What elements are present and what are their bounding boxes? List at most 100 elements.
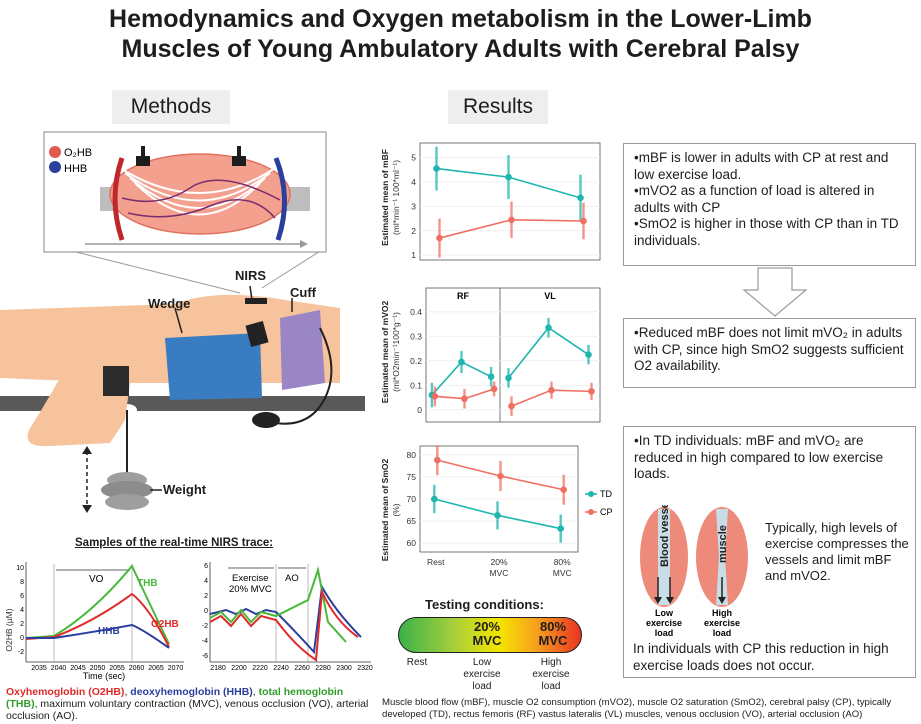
cp-point	[580, 217, 587, 225]
nirs-probe-icon	[245, 321, 269, 347]
trace-ytick-label: -6	[202, 653, 208, 660]
trace-left-thb: THB	[137, 578, 158, 589]
cp-point	[461, 395, 468, 403]
ytick-label: 0.4	[410, 307, 422, 317]
cp-point	[508, 216, 515, 224]
results-heading: Results	[448, 90, 548, 124]
low-load-l2: exercise	[646, 618, 682, 628]
trace-ytick-label: 2	[20, 621, 24, 628]
low-load-vessel-icon	[658, 509, 670, 605]
down-arrow-icon	[742, 267, 808, 317]
ytick-label: 0	[417, 405, 422, 415]
trace-ytick-label: -4	[202, 638, 208, 645]
facet-label-rf: RF	[457, 291, 469, 301]
trace-xtick-label: 2220	[252, 665, 268, 672]
ylabel-line-2: (%)	[391, 503, 401, 516]
callout-line-right	[261, 247, 326, 289]
trace-left-vo: VO	[89, 574, 104, 585]
trace-left-xticks: 2035 2040 2045 2050 2055 2060 2065 2070	[31, 665, 183, 672]
ylabel-line-2: (ml*min⁻¹ 100*ml⁻¹)	[391, 160, 401, 235]
o2hb-dot-icon	[49, 146, 61, 158]
wedge-icon	[165, 333, 262, 400]
ankle-strap-icon	[103, 366, 129, 396]
wedge-pointer	[174, 307, 183, 334]
plot-frame	[425, 287, 601, 423]
right-thb-trace	[209, 566, 347, 643]
low-load-l3: load	[655, 628, 674, 638]
trace-left-yticks: 10 8 6 4 2 0 -2	[16, 565, 24, 656]
td-point	[505, 374, 512, 382]
ytick-label: 65	[407, 516, 417, 526]
trace-left-hhb: HHB	[98, 626, 120, 637]
trace-right-exercise-l2: 20% MVC	[229, 584, 272, 595]
cuff-tube-icon	[274, 327, 333, 425]
ytick-label: 70	[407, 494, 417, 504]
low-load-l1: Low	[655, 608, 674, 618]
trace-left-ylabel: O2HB (µM)	[4, 608, 14, 651]
trace-left-chart: O2HB (µM) 10 8 6 4 2 0 -2 2035 2040 2045 2050 2055…	[4, 562, 184, 681]
nirs-sensor-icon	[245, 298, 267, 304]
box1-item-3: SmO2 is higher in those with CP than in …	[634, 216, 905, 249]
methods-illustration: O₂HB HHB	[0, 131, 365, 513]
ytick-label: 0.2	[410, 356, 422, 366]
cp-point	[431, 392, 439, 400]
box2-text: Reduced mBF does not limit mVO₂ in adult…	[634, 325, 904, 373]
testing-gradient-bar	[398, 617, 582, 653]
vessel-network	[121, 179, 281, 203]
ylabel-line-1: Estimated mean of mBF	[380, 149, 390, 246]
cp-point	[490, 385, 498, 393]
facet-label-vl: VL	[544, 291, 556, 301]
hhb-dot-icon	[49, 161, 61, 173]
cp-point	[588, 388, 595, 395]
label-wedge: Wedge	[148, 296, 191, 311]
cp-point	[560, 486, 567, 494]
td-point	[431, 495, 438, 503]
trace-xtick-label: 2065	[148, 665, 164, 672]
caption-o2hb: Oxyhemoglobin (O2HB)	[6, 686, 125, 698]
xtick-label: MVC	[553, 568, 572, 578]
results-footer: Muscle blood flow (mBF), muscle O2 consu…	[382, 697, 892, 720]
legend-hhb: HHB	[64, 163, 87, 175]
methods-caption: Oxyhemoglobin (O2HB), deoxyhemoglobin (H…	[6, 686, 369, 722]
o2hb-trace	[25, 592, 170, 648]
trace-right-xticks: 2180 2200 2220 2240 2260 2280 2300 2320	[210, 665, 373, 672]
trace-ytick-label: 6	[20, 593, 24, 600]
mvo2-chart: 0 0.1 0.2 0.3 0.4 RF VL Estimated mean of mVO2(…	[380, 287, 601, 423]
legend-swatch-point	[588, 491, 594, 497]
caption-rest: , maximum voluntary contraction (MVC), v…	[6, 698, 369, 722]
smo2-chart: 60 65 70 75 80 Estimated mean of SmO2 (%) Rest 2…	[380, 445, 613, 578]
poster-title: Hemodynamics and Oxygen metabolism in th…	[0, 4, 921, 64]
xtick-label: 20%	[490, 557, 507, 567]
ylabel-line-1: Estimated mean of SmO2	[380, 458, 390, 561]
legend-label: CP	[600, 507, 613, 517]
td-point	[433, 165, 440, 172]
title-line-1: Hemodynamics and Oxygen metabolism in th…	[109, 5, 812, 33]
trace-xtick-label: 2070	[168, 665, 184, 672]
cuff-bulb-icon	[252, 412, 280, 428]
legend-o2hb: O₂HB	[64, 147, 92, 159]
cp-point	[548, 386, 555, 394]
box3-top-text: In TD individuals: mBF and mVO₂ are redu…	[634, 433, 884, 481]
ytick-label: 60	[407, 538, 417, 548]
ylabel-line-2: (ml*O2min⁻¹100*g⁻¹)	[391, 312, 401, 392]
ylabel-line-1: Estimated mean of mVO2	[380, 300, 390, 403]
trace-ytick-label: -2	[202, 623, 208, 630]
caption-hhb: deoxyhemoglobin (HHB)	[130, 686, 253, 698]
trace-xtick-label: 2240	[273, 665, 289, 672]
box3-bottom-text: In individuals with CP this reduction in…	[633, 641, 889, 673]
muscle-label: muscle	[717, 525, 729, 563]
xtick-label: MVC	[490, 568, 509, 578]
trace-xtick-label: 2300	[336, 665, 352, 672]
summary-box-2: Reduced mBF does not limit mVO₂ in adult…	[623, 318, 916, 388]
artery-icon	[112, 157, 125, 241]
legend-label: TD	[600, 489, 612, 499]
label-cuff: Cuff	[290, 285, 316, 300]
trace-xtick-label: 2060	[129, 665, 145, 672]
label-nirs: NIRS	[235, 268, 267, 283]
box1-item-2: mVO2 as a function of load is altered in…	[634, 183, 905, 216]
label-weight: Weight	[163, 482, 207, 497]
ytick-label: 4	[411, 177, 416, 187]
ytick-label: 0.3	[410, 331, 422, 341]
trace-ytick-label: 0	[204, 608, 208, 615]
legend-swatch-point	[588, 509, 594, 515]
